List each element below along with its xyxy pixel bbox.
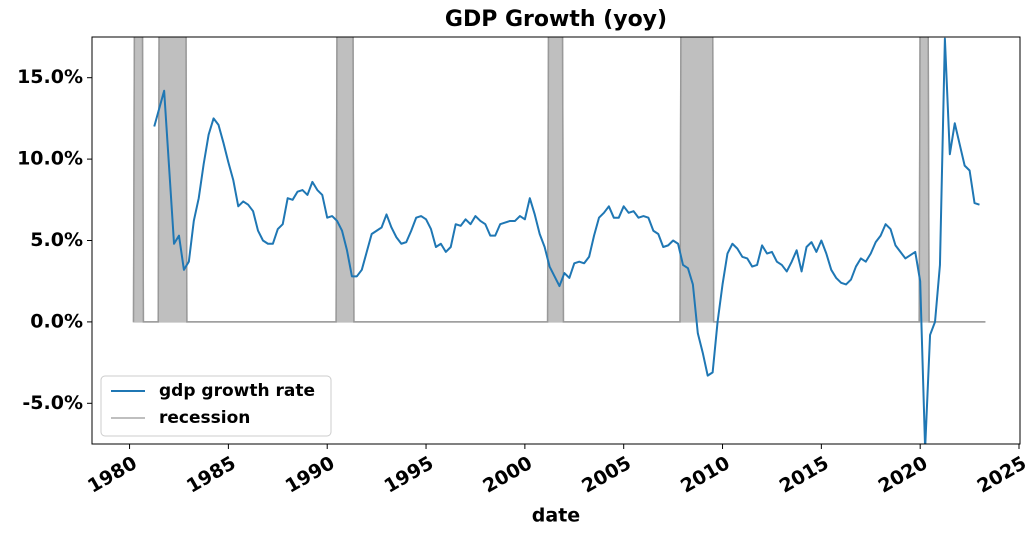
x-axis-label: date <box>532 505 580 527</box>
y-tick-label: -5.0% <box>22 392 83 414</box>
series-line <box>153 37 980 444</box>
legend-label: gdp growth rate <box>159 381 315 401</box>
y-tick-label: 5.0% <box>30 229 83 251</box>
y-tick-label: 10.0% <box>17 148 83 170</box>
y-tick-label: 0.0% <box>30 310 83 332</box>
legend: gdp growth rate recession <box>100 375 332 437</box>
y-tick-label: 15.0% <box>17 66 83 88</box>
plot-area <box>132 37 986 444</box>
legend-box <box>100 375 332 437</box>
legend-label: recession <box>159 408 250 428</box>
chart-title: GDP Growth (yoy) <box>445 7 667 32</box>
recession-line <box>132 37 986 323</box>
